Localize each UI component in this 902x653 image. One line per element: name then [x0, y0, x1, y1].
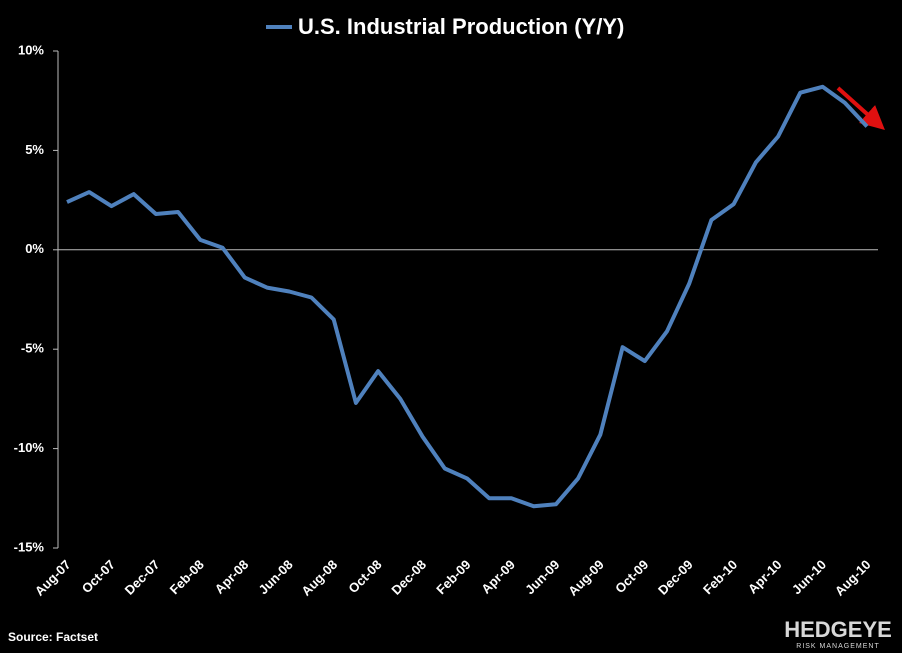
x-tick-label: Aug-08 — [298, 557, 340, 599]
x-tick-label: Oct-09 — [612, 557, 651, 596]
x-tick-label: Oct-08 — [345, 557, 384, 596]
source-note: Source: Factset — [8, 630, 98, 644]
x-tick-label: Aug-10 — [832, 557, 874, 599]
trend-arrow — [836, 86, 885, 131]
y-tick-label: -10% — [14, 440, 45, 455]
x-tick-label: Feb-08 — [167, 557, 207, 597]
y-tick-label: -5% — [21, 341, 45, 356]
x-tick-label: Apr-09 — [478, 557, 518, 597]
y-tick-label: 5% — [25, 142, 44, 157]
legend-label: U.S. Industrial Production (Y/Y) — [298, 14, 624, 39]
x-tick-label: Aug-09 — [565, 557, 607, 599]
y-tick-label: -15% — [14, 539, 45, 554]
x-tick-label: Dec-09 — [655, 557, 696, 598]
x-tick-label: Dec-07 — [122, 557, 163, 598]
series-line — [66, 84, 869, 509]
y-tick-label: 10% — [18, 42, 44, 57]
logo-subtitle: RISK MANAGEMENT — [796, 643, 879, 650]
x-tick-label: Feb-09 — [433, 557, 473, 597]
x-tick-label: Feb-10 — [700, 557, 740, 597]
y-tick-label: 0% — [25, 241, 44, 256]
x-tick-label: Jun-08 — [256, 557, 296, 597]
x-tick-label: Jun-10 — [789, 557, 829, 597]
logo: HEDGEYE — [784, 617, 892, 642]
x-tick-label: Dec-08 — [388, 557, 429, 598]
x-tick-label: Apr-08 — [212, 557, 252, 597]
x-tick-label: Oct-07 — [79, 557, 118, 596]
x-tick-label: Apr-10 — [745, 557, 785, 597]
x-tick-label: Jun-09 — [522, 557, 562, 597]
x-tick-label: Aug-07 — [32, 557, 74, 599]
